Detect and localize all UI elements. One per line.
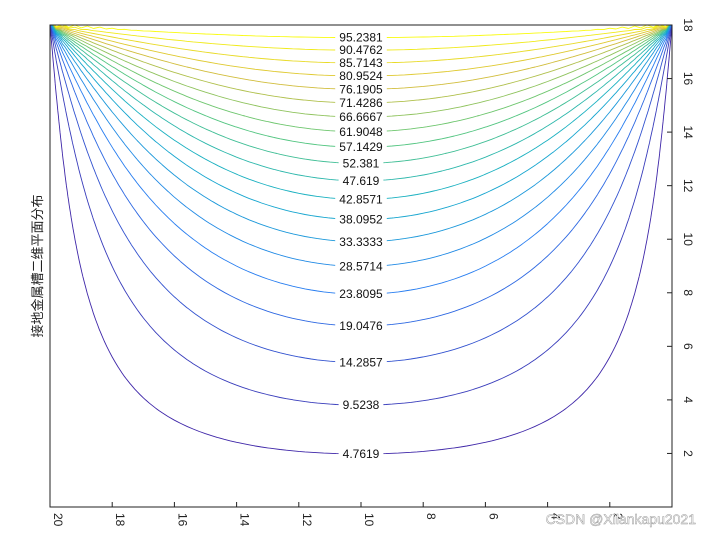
contour-label-background [338, 448, 384, 460]
contour-line-8 [51, 24, 671, 221]
contour-label: 76.1905 [339, 82, 383, 96]
contour-label-background [335, 57, 387, 69]
contour-label-background [335, 44, 387, 57]
contour-label-background [335, 193, 387, 206]
y-tick-label: 18 [681, 18, 695, 32]
x-tick-label: 12 [300, 513, 314, 527]
contour-label: 47.619 [343, 174, 380, 188]
contour-label-background [335, 213, 387, 226]
contour-label: 66.6667 [339, 110, 383, 124]
contour-label-background [335, 125, 387, 138]
contour-label-background [335, 111, 387, 124]
y-tick-label: 8 [681, 289, 695, 296]
x-axis-ticks: 20 18 16 14 12 10 8 6 4 2 [49, 502, 625, 527]
x-tick-label: 18 [113, 513, 127, 527]
contour-label-background [335, 31, 387, 44]
contour-label-background [338, 157, 384, 170]
x-tick-label: 14 [238, 513, 252, 527]
contour-line-2 [50, 24, 672, 406]
contour-line-19 [54, 24, 668, 51]
contour-label: 61.9048 [339, 125, 383, 139]
x-tick-label: 4 [549, 513, 563, 520]
contour-label: 14.2857 [339, 356, 383, 370]
contour-label-background [335, 97, 387, 109]
contour-line-9 [51, 24, 671, 200]
x-tick-label: 20 [51, 513, 65, 527]
contour-line-12 [52, 24, 670, 148]
x-tick-label: 16 [175, 513, 189, 527]
contour-label: 71.4286 [339, 96, 383, 110]
contour-label: 28.5714 [339, 259, 383, 273]
contour-label-background [338, 174, 384, 187]
y-tick-label: 4 [681, 397, 695, 404]
y-tick-label: 16 [681, 72, 695, 86]
y-tick-label: 12 [681, 179, 695, 193]
contour-lines [49, 24, 673, 455]
contour-label: 57.1429 [339, 140, 383, 154]
watermark: CSDN @Xilankapu2021 [546, 511, 697, 527]
contour-label-background [335, 319, 387, 332]
contour-label-background [335, 235, 387, 248]
contour-line-18 [54, 24, 668, 64]
contour-label: 85.7143 [339, 56, 383, 70]
contour-labels: 4.7619 9.5238 14.2857 19.0476 23.8095 28.5714… [335, 31, 387, 461]
contour-label: 9.5238 [343, 398, 380, 412]
contour-label-background [335, 288, 387, 301]
contour-label-background [335, 70, 387, 82]
y-tick-label: 10 [681, 233, 695, 247]
contour-label: 90.4762 [339, 43, 383, 57]
contour-label: 4.7619 [343, 447, 380, 461]
contour-line-5 [50, 24, 672, 295]
contour-line-1 [49, 24, 673, 455]
y-tick-label: 6 [681, 343, 695, 350]
y-axis-ticks: 2 4 6 8 10 12 14 16 18 [667, 18, 695, 457]
contour-line-15 [53, 24, 669, 104]
x-tick-label: 8 [424, 513, 438, 520]
contour-label-background [335, 356, 387, 369]
x-tick-label: 10 [362, 513, 376, 527]
contour-label: 42.8571 [339, 192, 383, 206]
contour-line-11 [52, 24, 670, 164]
x-tick-label: 6 [486, 513, 500, 520]
contour-label-background [338, 399, 384, 412]
y-tick-label: 2 [681, 450, 695, 457]
contour-line-20 [54, 24, 668, 39]
contour-label-background [335, 83, 387, 96]
contour-label: 80.9524 [339, 69, 383, 83]
contour-label-background [335, 260, 387, 273]
contour-label: 38.0952 [339, 213, 383, 227]
contour-label: 23.8095 [339, 287, 383, 301]
contour-label: 95.2381 [339, 31, 383, 45]
contour-label: 52.381 [343, 157, 380, 171]
y-axis-label: 接地金属槽二维平面分布 [30, 194, 46, 337]
contour-line-13 [52, 24, 670, 133]
x-tick-label: 2 [611, 513, 625, 520]
y-tick-label: 14 [681, 125, 695, 139]
contour-line-7 [51, 24, 671, 243]
contour-label-background [335, 141, 387, 154]
contour-label: 33.3333 [339, 235, 383, 249]
contour-line-14 [53, 24, 669, 118]
contour-label: 19.0476 [339, 319, 383, 333]
